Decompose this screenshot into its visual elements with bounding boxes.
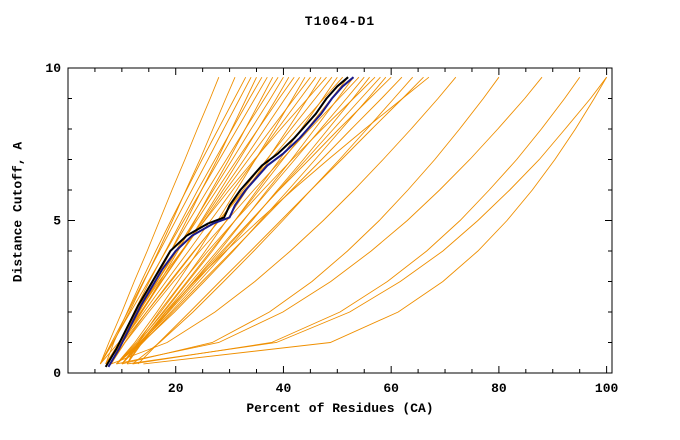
highlight-curve-black <box>104 76 349 368</box>
model-curve <box>132 76 581 365</box>
model-curve <box>99 77 220 365</box>
x-tick-label: 40 <box>276 381 292 396</box>
model-curve <box>116 76 543 365</box>
model-curve <box>110 76 360 365</box>
y-tick-label: 0 <box>53 366 61 381</box>
model-curve <box>116 76 387 365</box>
y-tick-label: 5 <box>53 214 61 229</box>
model-curve <box>126 76 392 365</box>
model-curve <box>137 76 424 365</box>
model-curve <box>143 76 607 365</box>
x-tick-label: 100 <box>595 381 619 396</box>
model-curve <box>127 76 607 365</box>
model-curve <box>99 76 268 365</box>
model-curve <box>99 76 252 365</box>
model-curve <box>110 76 457 365</box>
model-curve <box>116 76 370 365</box>
model-curve <box>110 76 279 365</box>
model-curve <box>132 76 414 365</box>
plot-title: T1064-D1 <box>304 14 376 29</box>
x-tick-label: 20 <box>168 381 184 396</box>
model-curve <box>105 76 317 365</box>
model-curve <box>126 76 376 365</box>
model-curve <box>105 76 300 365</box>
x-tick-label: 60 <box>383 381 399 396</box>
model-curve <box>126 76 430 365</box>
model-curve <box>121 76 500 365</box>
model-curve <box>121 76 403 365</box>
model-curve <box>99 77 236 365</box>
y-tick-label: 10 <box>45 61 61 76</box>
model-curve <box>116 76 354 365</box>
highlight-curve-navy <box>107 76 355 368</box>
x-tick-label: 80 <box>491 381 507 396</box>
x-axis-label: Percent of Residues (CA) <box>246 401 434 416</box>
